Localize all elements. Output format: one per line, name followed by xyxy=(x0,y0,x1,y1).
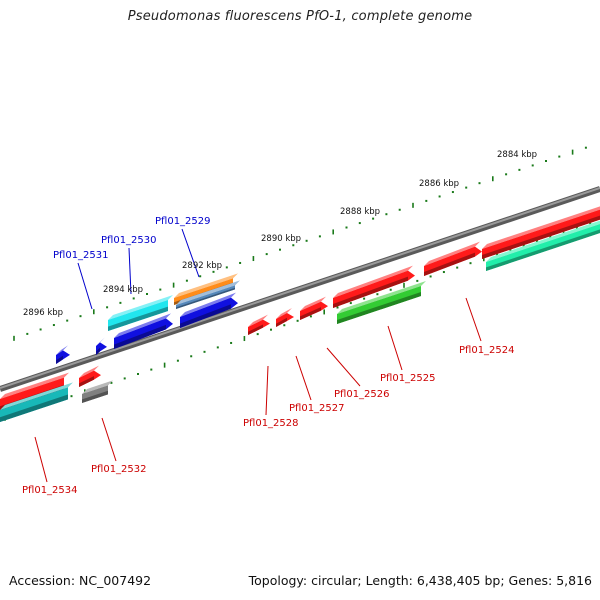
gene-bar-pfl01-2526[interactable] xyxy=(333,265,415,308)
gene-label-leader xyxy=(101,417,117,462)
gene-bar-pfl01-2529-blue[interactable] xyxy=(180,292,238,328)
gene-bar-green[interactable] xyxy=(337,281,426,324)
gene-label-leader xyxy=(295,355,312,401)
scale-label: 2884 kbp xyxy=(497,150,537,160)
gene-label-leader xyxy=(326,347,361,387)
gene-bar-pfl01-2524[interactable] xyxy=(482,205,600,259)
gene-label-leader xyxy=(387,325,403,371)
map-title: Pseudomonas fluorescens PfO-1, complete … xyxy=(127,9,473,24)
genome-summary-text: Topology: circular; Length: 6,438,405 bp… xyxy=(248,573,592,588)
scale-label: 2896 kbp xyxy=(23,308,63,318)
gene-label-pfl01-2525[interactable]: Pfl01_2525 xyxy=(380,373,436,384)
gene-bar-gray[interactable] xyxy=(82,380,113,403)
gene-label-pfl01-2534[interactable]: Pfl01_2534 xyxy=(22,485,78,496)
gene-label-leader xyxy=(465,297,482,342)
scale-label: 2892 kbp xyxy=(182,261,222,271)
gene-bar-pfl01-2527b[interactable] xyxy=(276,308,294,327)
outer-scale-ticks xyxy=(13,146,587,341)
gene-label-pfl01-2531[interactable]: Pfl01_2531 xyxy=(53,250,109,261)
gene-features[interactable] xyxy=(0,205,600,422)
gene-bar-teal[interactable] xyxy=(0,382,73,422)
scale-label: 2888 kbp xyxy=(340,207,380,217)
gene-label-pfl01-2526[interactable]: Pfl01_2526 xyxy=(334,389,390,400)
gene-label-leader xyxy=(265,365,269,416)
gene-bar-small-blue[interactable] xyxy=(56,345,70,364)
gene-bar-mint[interactable] xyxy=(486,219,600,271)
gene-bar-pfl01-2525[interactable] xyxy=(424,241,482,276)
gene-bar-pfl01-2530-blue[interactable] xyxy=(114,313,173,349)
gene-label-pfl01-2527[interactable]: Pfl01_2527 xyxy=(289,403,345,414)
gene-label-pfl01-2530[interactable]: Pfl01_2530 xyxy=(101,235,157,246)
gene-bar-pfl01-2530-cyan[interactable] xyxy=(108,295,173,331)
gene-labels: Pfl01_2524 Pfl01_2525 Pfl01_2526 Pfl01_2527… xyxy=(22,216,515,496)
gene-bar-pfl01-2527[interactable] xyxy=(300,296,328,320)
accession-text: Accession: NC_007492 xyxy=(9,573,152,588)
gene-bar-pfl01-2532[interactable] xyxy=(79,365,101,387)
gene-bar-pfl01-2531[interactable] xyxy=(96,337,107,355)
scale-label: 2886 kbp xyxy=(419,179,459,189)
gene-label-pfl01-2532[interactable]: Pfl01_2532 xyxy=(91,464,147,475)
gene-label-leader xyxy=(77,262,93,310)
gene-bar-pfl01-2528[interactable] xyxy=(248,314,270,335)
gene-label-leader xyxy=(128,247,132,295)
scale-label: 2894 kbp xyxy=(103,285,143,295)
scale-labels: 2884 kbp 2886 kbp 2888 kbp 2890 kbp 2892 kbp… xyxy=(23,150,537,318)
gene-label-pfl01-2524[interactable]: Pfl01_2524 xyxy=(459,345,515,356)
gene-bar-pfl01-2529-steel[interactable] xyxy=(176,280,240,309)
gene-label-pfl01-2529[interactable]: Pfl01_2529 xyxy=(155,216,211,227)
gene-label-pfl01-2528[interactable]: Pfl01_2528 xyxy=(243,418,299,429)
gene-label-leader xyxy=(181,228,200,278)
scale-label: 2890 kbp xyxy=(261,234,301,244)
gene-label-leader xyxy=(34,436,48,483)
genome-backbone-highlight xyxy=(0,187,600,389)
